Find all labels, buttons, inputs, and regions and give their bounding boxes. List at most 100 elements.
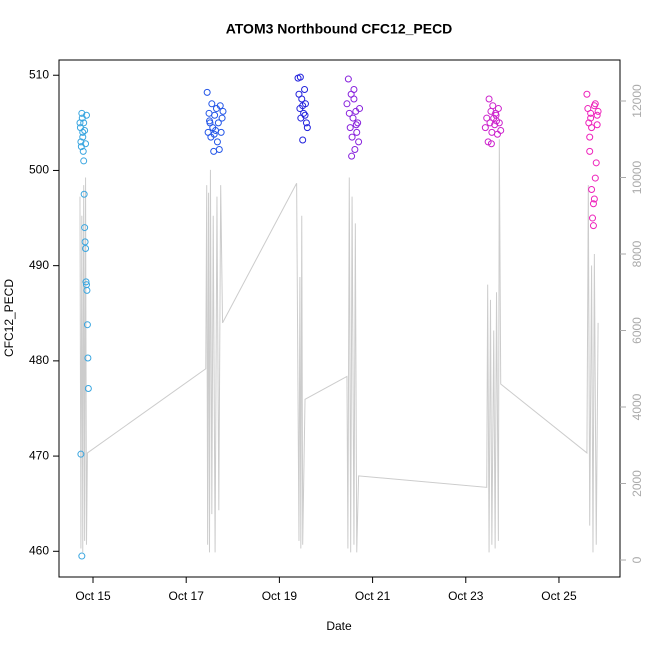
y-tick-label: 470 (29, 448, 49, 462)
data-point (83, 321, 91, 329)
data-point (78, 109, 86, 117)
data-point (587, 109, 595, 117)
data-point (350, 95, 358, 103)
data-point (301, 111, 309, 119)
x-tick-label: Oct 15 (75, 589, 111, 603)
y2-tick-label: 4000 (630, 393, 644, 420)
y2-tick-label: 0 (630, 556, 644, 563)
y2-tick-label: 10000 (630, 160, 644, 194)
data-point (494, 105, 502, 113)
data-point (589, 214, 597, 222)
data-point (593, 111, 601, 119)
data-point (82, 278, 90, 286)
data-point (302, 119, 310, 127)
data-point (303, 124, 311, 132)
data-point (301, 86, 309, 94)
data-point (350, 86, 358, 94)
data-point (344, 75, 352, 83)
data-point (353, 128, 361, 136)
data-point (593, 121, 601, 129)
data-point (300, 109, 308, 117)
y-tick-label: 460 (29, 543, 49, 557)
data-point (82, 111, 90, 119)
data-point (217, 128, 225, 136)
data-point (355, 138, 363, 146)
data-point (215, 145, 223, 153)
data-point (81, 126, 89, 134)
y-axis-label: CFC12_PECD (2, 279, 16, 357)
x-tick-label: Oct 19 (262, 589, 298, 603)
data-point (589, 222, 597, 230)
data-point (348, 133, 356, 141)
data-point (586, 147, 594, 155)
data-point (210, 130, 218, 138)
data-point (82, 140, 90, 148)
data-point (206, 117, 214, 125)
data-point (588, 185, 596, 193)
data-point (354, 119, 362, 127)
data-point (497, 126, 505, 134)
data-point (591, 174, 599, 182)
data-point (84, 384, 92, 392)
x-tick-label: Oct 25 (541, 589, 577, 603)
data-point (299, 102, 307, 110)
data-point (589, 200, 597, 208)
data-point (79, 133, 87, 141)
data-point (81, 238, 89, 246)
data-point (211, 111, 219, 119)
data-point (486, 119, 494, 127)
data-point (83, 286, 91, 294)
data-point (296, 73, 304, 81)
data-point (80, 119, 88, 127)
data-point (592, 159, 600, 167)
data-point (203, 88, 211, 96)
data-point (491, 121, 499, 129)
data-point (594, 107, 602, 115)
data-point (356, 105, 364, 113)
data-point (80, 190, 88, 198)
y-tick-label: 480 (29, 353, 49, 367)
data-point (299, 136, 307, 144)
data-point (219, 107, 227, 115)
altitude-line (79, 139, 599, 553)
data-point (492, 111, 500, 119)
x-tick-label: Oct 17 (169, 589, 205, 603)
data-point (495, 119, 503, 127)
data-point (487, 140, 495, 148)
x-axis-label: Date (326, 619, 352, 633)
data-point (351, 145, 359, 153)
data-point (483, 114, 491, 122)
x-tick-label: Oct 23 (448, 589, 484, 603)
data-point (352, 121, 360, 129)
data-point (583, 90, 591, 98)
data-point (298, 95, 306, 103)
y2-tick-label: 6000 (630, 317, 644, 344)
y2-tick-label: 2000 (630, 470, 644, 497)
data-point (77, 138, 85, 146)
data-point (80, 157, 88, 165)
data-point (79, 128, 87, 136)
data-point (213, 138, 221, 146)
data-point (208, 100, 216, 108)
data-point (345, 109, 353, 117)
data-point (218, 114, 226, 122)
data-point (587, 114, 595, 122)
data-point (489, 102, 497, 110)
data-point (79, 147, 87, 155)
plot-frame (58, 59, 621, 578)
plot-area (76, 73, 602, 560)
y-tick-label: 500 (29, 163, 49, 177)
data-point (78, 552, 86, 560)
data-point (481, 124, 489, 132)
data-point (216, 102, 224, 110)
y2-tick-label: 12000 (630, 84, 644, 118)
data-point (343, 100, 351, 108)
data-point (485, 95, 493, 103)
data-point (84, 354, 92, 362)
chart-title: ATOM3 Northbound CFC12_PECD (226, 21, 453, 37)
data-point (81, 224, 89, 232)
data-point (214, 119, 222, 127)
data-point (590, 195, 598, 203)
